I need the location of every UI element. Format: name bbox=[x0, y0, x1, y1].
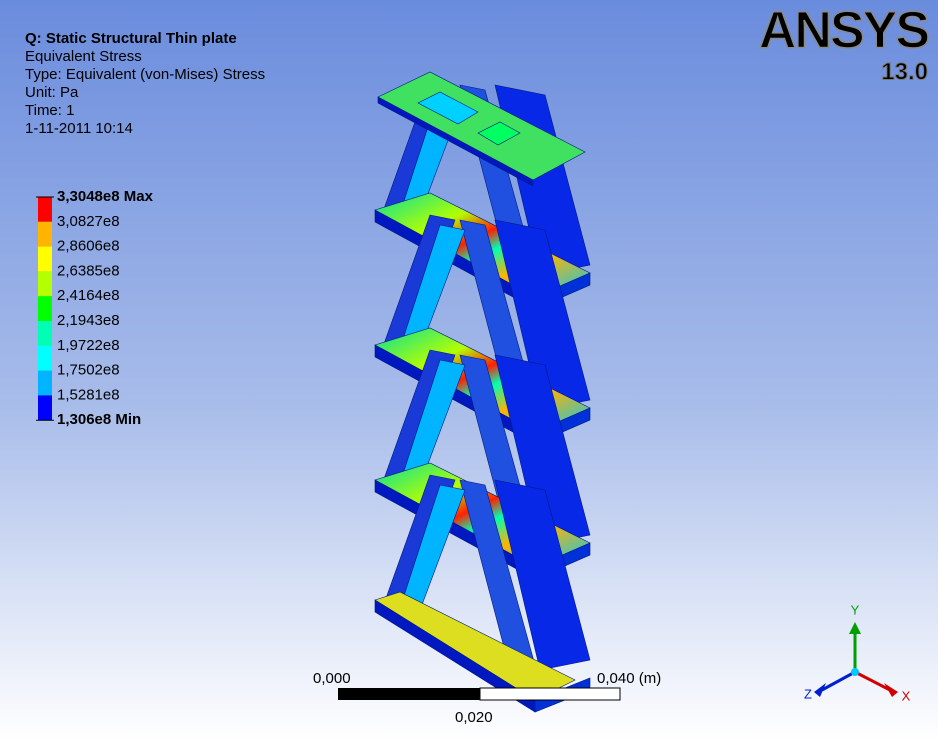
legend-swatch bbox=[38, 395, 52, 420]
triad-origin bbox=[851, 668, 859, 676]
legend-swatch bbox=[38, 371, 52, 396]
legend-label: 2,1943e8 bbox=[57, 312, 120, 329]
scale-bar-black bbox=[338, 688, 480, 700]
header-line: Type: Equivalent (von-Mises) Stress bbox=[25, 66, 265, 83]
scale-label: 0,000 bbox=[313, 670, 351, 687]
logo-name: ANSYS bbox=[759, 2, 928, 60]
logo-version: 13.0 bbox=[881, 58, 928, 85]
legend-label: 3,0827e8 bbox=[57, 213, 120, 230]
legend-label: 1,9722e8 bbox=[57, 337, 120, 354]
triad-label: X bbox=[902, 688, 911, 703]
header-title: Q: Static Structural Thin plate bbox=[25, 30, 237, 47]
triad-label: Y bbox=[851, 602, 860, 617]
legend-label: 2,6385e8 bbox=[57, 262, 120, 279]
legend-swatch bbox=[38, 247, 52, 272]
header-line: 1-11-2011 10:14 bbox=[25, 120, 133, 137]
header-line: Time: 1 bbox=[25, 102, 74, 119]
triad-label: Z bbox=[804, 686, 812, 701]
legend-swatch bbox=[38, 222, 52, 247]
header-line: Equivalent Stress bbox=[25, 48, 142, 65]
legend-swatch bbox=[38, 296, 52, 321]
legend-swatch bbox=[38, 321, 52, 346]
viewport: Q: Static Structural Thin plate Equivale… bbox=[0, 0, 938, 742]
scale-label: 0,020 bbox=[455, 709, 493, 726]
scale-bar-white bbox=[480, 688, 620, 700]
legend-swatch bbox=[38, 197, 52, 222]
legend-label: 3,3048e8 Max bbox=[57, 188, 154, 205]
legend-swatch bbox=[38, 346, 52, 371]
legend-label: 2,4164e8 bbox=[57, 287, 120, 304]
legend-label: 1,7502e8 bbox=[57, 362, 120, 379]
legend-swatch bbox=[38, 271, 52, 296]
header-line: Unit: Pa bbox=[25, 84, 79, 101]
scale-label: 0,040 (m) bbox=[597, 670, 661, 687]
legend-label: 1,5281e8 bbox=[57, 386, 120, 403]
legend-label: 2,8606e8 bbox=[57, 238, 120, 255]
legend-label: 1,306e8 Min bbox=[57, 411, 141, 428]
